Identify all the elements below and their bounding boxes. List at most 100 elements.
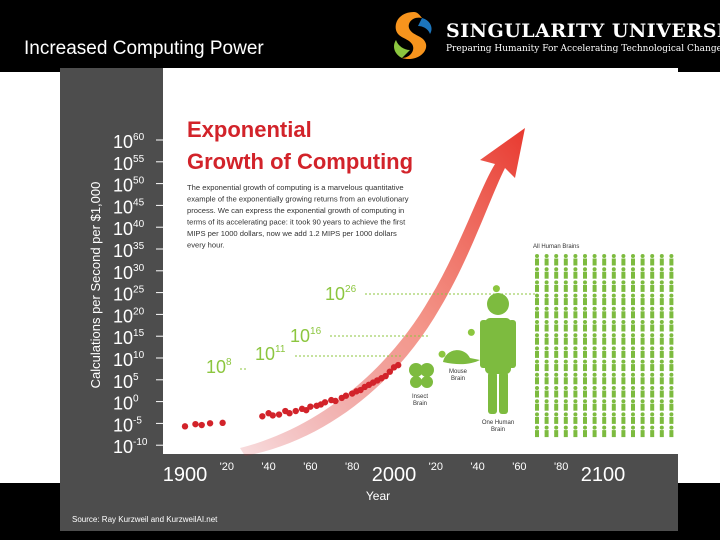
crowd-head: [650, 293, 655, 298]
crowd-head: [611, 320, 616, 324]
figure-body-text: The exponential growth of computing is a…: [187, 183, 409, 250]
crowd-head: [611, 386, 616, 390]
crowd-body: [583, 377, 587, 385]
title-bar: Increased Computing Power SINGULARITY UN…: [0, 0, 720, 72]
crowd-head: [669, 293, 674, 298]
crowd-head: [535, 320, 539, 324]
data-point: [321, 399, 329, 406]
x-axis-panel: [60, 454, 678, 531]
crowd-body: [659, 271, 664, 279]
crowd-head: [602, 280, 607, 285]
x-tick-label: '40: [470, 461, 484, 473]
crowd-head: [544, 267, 549, 272]
crowd-body: [592, 403, 597, 411]
crowd-head: [631, 320, 635, 324]
crowd-head: [535, 412, 539, 417]
crowd-body: [554, 364, 559, 372]
crowd-head: [650, 254, 655, 258]
crowd-body: [640, 350, 645, 358]
y-tick-label: 100: [113, 394, 139, 414]
crowd-body: [583, 258, 587, 266]
crowd-body: [659, 364, 664, 372]
crowd-body: [669, 298, 674, 306]
crowd-head: [669, 254, 674, 258]
projection-point: [467, 328, 475, 336]
crowd-head: [611, 412, 616, 417]
crowd-head: [573, 386, 578, 390]
crowd-head: [631, 280, 635, 285]
crowd-body: [621, 311, 626, 319]
crowd-body: [583, 364, 587, 372]
crowd-body: [554, 350, 559, 358]
crowd-body: [583, 337, 587, 345]
crowd-body: [563, 377, 568, 385]
y-axis-panel: [60, 68, 163, 531]
crowd-body: [602, 364, 607, 372]
crowd-head: [592, 293, 597, 298]
y-axis-label: Calculations per Second per $1,000: [88, 182, 103, 389]
crowd-head: [611, 293, 616, 298]
y-tick-label: 1055: [113, 154, 145, 174]
logo-name: SINGULARITY UNIVERSITY: [446, 20, 720, 42]
y-tick-label: 1060: [113, 132, 145, 152]
crowd-head: [621, 333, 626, 338]
crowd-body: [535, 337, 539, 345]
crowd-head: [650, 306, 655, 311]
crowd-body: [563, 430, 568, 438]
crowd-head: [650, 412, 655, 417]
crowd-body: [631, 430, 635, 438]
crowd-head: [563, 293, 568, 298]
crowd-body: [544, 311, 549, 319]
crowd-body: [621, 377, 626, 385]
crowd-body: [544, 403, 549, 411]
crowd-body: [602, 416, 607, 424]
crowd-head: [544, 280, 549, 285]
crowd-head: [611, 333, 616, 338]
crowd-head: [621, 306, 626, 311]
crowd-head: [563, 320, 568, 324]
crowd-head: [544, 333, 549, 338]
crowd-head: [602, 293, 607, 298]
crowd-body: [573, 350, 578, 358]
crowd-body: [650, 377, 655, 385]
crowd-head: [573, 359, 578, 364]
crowd-head: [650, 320, 655, 324]
crowd-head: [602, 267, 607, 272]
y-tick-label: 105: [113, 372, 139, 392]
crowd-head: [544, 386, 549, 390]
crowd-body: [535, 284, 539, 292]
marker-label: 1011: [255, 344, 286, 364]
x-ticks: 1900 '20 '40 '60 '80 2000 '20 '40 '60 '80 2100: [163, 461, 626, 486]
data-point: [181, 423, 189, 430]
crowd-head: [544, 399, 549, 404]
crowd-body: [563, 364, 568, 372]
crowd-head: [650, 399, 655, 404]
crowd-head: [583, 346, 587, 351]
crowd-body: [563, 311, 568, 319]
crowd-body: [659, 284, 664, 292]
crowd-head: [592, 320, 597, 324]
crowd-head: [669, 346, 674, 351]
crowd-body: [554, 298, 559, 306]
crowd-body: [544, 258, 549, 266]
x-tick-label: '20: [429, 461, 443, 473]
crowd-body: [650, 364, 655, 372]
data-point: [394, 361, 402, 369]
x-tick-label: '60: [303, 461, 317, 473]
crowd-head: [650, 280, 655, 285]
crowd-head: [592, 333, 597, 338]
crowd-body: [631, 324, 635, 332]
crowd-head: [669, 425, 674, 430]
crowd-body: [659, 430, 664, 438]
data-point: [198, 421, 205, 429]
crowd-body: [544, 298, 549, 306]
crowd-body: [611, 324, 616, 332]
crowd-head: [602, 254, 607, 258]
crowd-head: [583, 425, 587, 430]
crowd-head: [659, 412, 664, 417]
crowd-head: [669, 306, 674, 311]
y-tick-label: 1050: [113, 176, 145, 196]
crowd-head: [669, 267, 674, 272]
crowd-body: [621, 416, 626, 424]
crowd-body: [592, 337, 597, 345]
